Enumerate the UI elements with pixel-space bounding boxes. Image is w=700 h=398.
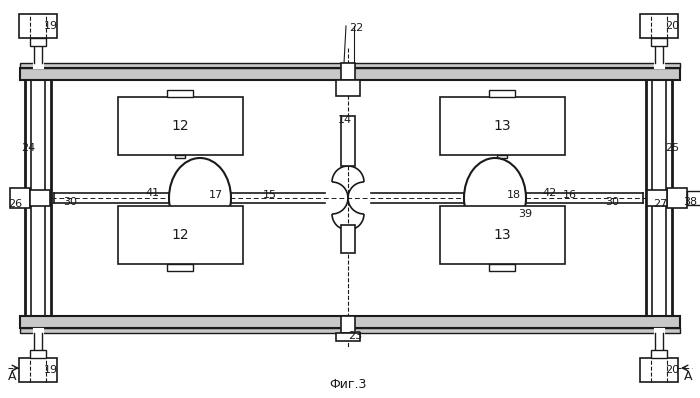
Bar xyxy=(20,328,680,333)
Text: 12: 12 xyxy=(172,228,189,242)
Bar xyxy=(341,225,355,253)
Bar xyxy=(19,14,57,38)
Text: 25: 25 xyxy=(665,143,679,153)
Bar xyxy=(167,90,193,97)
Text: 23: 23 xyxy=(348,331,362,341)
Text: 17: 17 xyxy=(209,190,223,200)
Bar xyxy=(20,68,680,80)
Bar xyxy=(20,63,680,68)
Text: 16: 16 xyxy=(563,190,577,200)
Bar xyxy=(167,264,193,271)
Text: 39: 39 xyxy=(518,209,532,219)
Text: 27: 27 xyxy=(653,199,667,209)
Bar xyxy=(640,14,678,38)
Bar xyxy=(20,68,680,80)
Bar xyxy=(336,80,360,96)
Text: 20: 20 xyxy=(665,21,679,31)
Bar xyxy=(440,206,565,264)
Text: 38: 38 xyxy=(683,197,697,207)
Bar xyxy=(336,333,360,341)
Text: 42: 42 xyxy=(543,188,557,198)
Text: 26: 26 xyxy=(8,199,22,209)
Bar xyxy=(175,206,185,238)
Bar xyxy=(10,188,30,208)
Bar xyxy=(19,358,57,382)
Text: 18: 18 xyxy=(507,190,521,200)
Text: 22: 22 xyxy=(349,23,363,33)
Ellipse shape xyxy=(464,158,526,238)
Text: 41: 41 xyxy=(145,188,159,198)
Bar xyxy=(118,206,243,264)
Text: 12: 12 xyxy=(172,119,189,133)
Text: 13: 13 xyxy=(494,228,511,242)
Bar xyxy=(30,190,50,206)
Bar xyxy=(341,63,355,80)
Text: 20: 20 xyxy=(665,365,679,375)
Bar xyxy=(667,188,687,208)
Text: Фиг.3: Фиг.3 xyxy=(329,377,367,390)
Bar xyxy=(30,350,46,358)
Bar xyxy=(497,206,507,238)
Text: 24: 24 xyxy=(21,143,35,153)
Text: 15: 15 xyxy=(263,190,277,200)
Bar xyxy=(341,316,355,333)
Text: 19: 19 xyxy=(44,21,58,31)
Bar xyxy=(497,155,507,158)
Bar xyxy=(651,38,667,46)
Bar xyxy=(440,97,565,155)
Bar xyxy=(341,116,355,166)
Bar xyxy=(20,316,680,328)
Bar xyxy=(687,191,700,205)
Bar xyxy=(647,190,667,206)
Bar xyxy=(489,90,515,97)
Bar xyxy=(652,65,666,331)
Bar xyxy=(489,264,515,271)
Ellipse shape xyxy=(169,158,231,238)
Text: 14: 14 xyxy=(338,115,352,125)
Text: 19: 19 xyxy=(44,365,58,375)
Text: 30: 30 xyxy=(605,197,619,207)
Bar xyxy=(20,316,680,328)
Text: 30: 30 xyxy=(63,197,77,207)
Bar xyxy=(640,358,678,382)
Bar xyxy=(175,155,185,158)
Bar xyxy=(31,65,45,331)
Text: 13: 13 xyxy=(494,119,511,133)
Bar xyxy=(30,38,46,46)
Bar xyxy=(118,97,243,155)
Text: A: A xyxy=(684,369,692,382)
Text: A: A xyxy=(8,369,16,382)
Bar xyxy=(651,350,667,358)
